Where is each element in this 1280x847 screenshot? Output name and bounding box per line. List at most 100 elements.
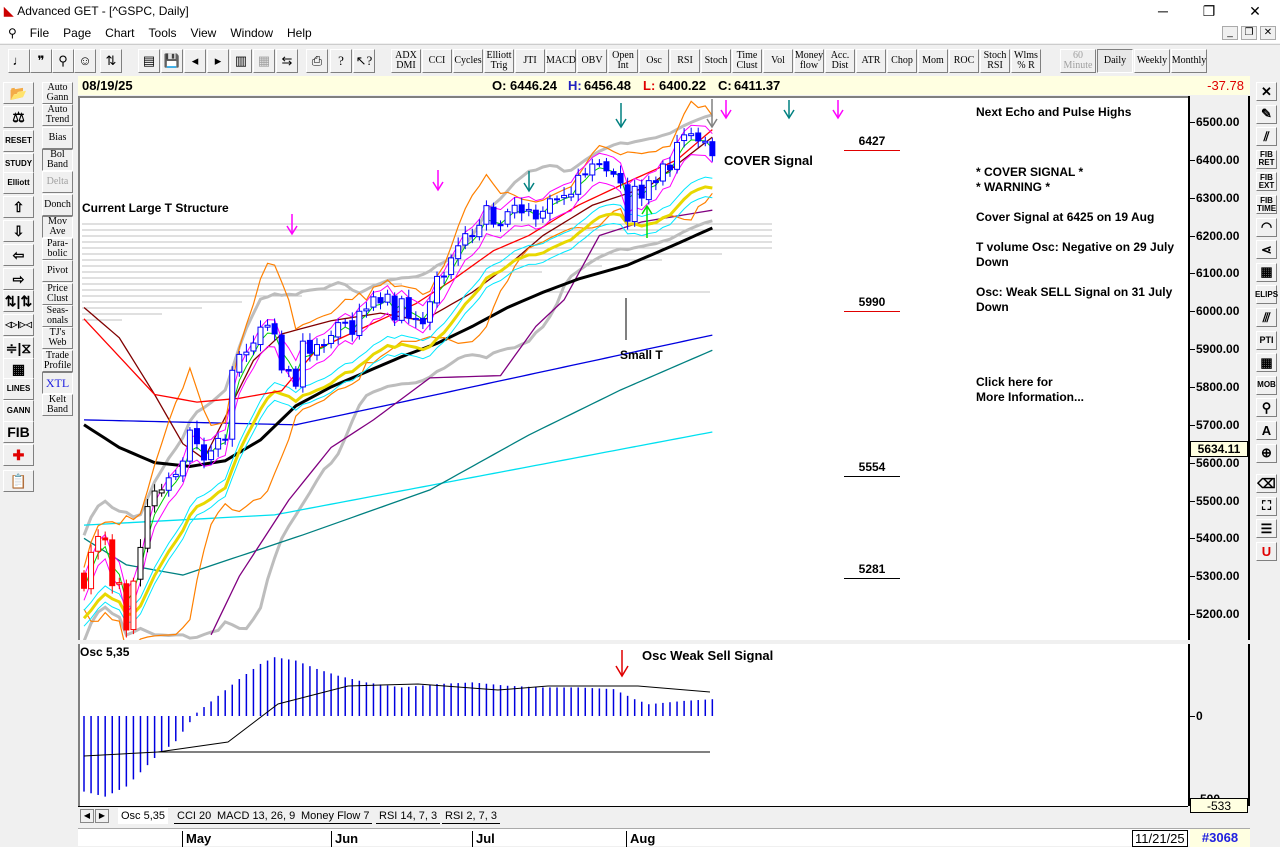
study-button-money-flow[interactable]: Money flow	[794, 49, 824, 73]
text-tool-icon[interactable]: A	[1256, 421, 1277, 440]
study-button-stoch[interactable]: Stoch	[701, 49, 731, 73]
study-button-mom[interactable]: Mom	[918, 49, 948, 73]
crosshair-icon[interactable]: ✚	[3, 444, 34, 466]
arrow-left-icon[interactable]: ⇦	[3, 244, 34, 266]
menu-chart[interactable]: Chart	[105, 25, 135, 40]
delta-button[interactable]: Delta	[42, 171, 73, 194]
menu-window[interactable]: Window	[230, 25, 274, 40]
scales-icon[interactable]: ⚖	[3, 106, 34, 128]
auto-trend-button[interactable]: Auto Trend	[42, 104, 73, 127]
blue-grid-icon[interactable]: ▦	[1256, 353, 1277, 373]
ellipse-icon[interactable]: ELIPS	[1255, 285, 1278, 305]
reset-icon[interactable]: RESET	[3, 130, 34, 152]
study-button-obv[interactable]: OBV	[577, 49, 607, 73]
tab-rsi-14[interactable]: RSI 14, 7, 3	[376, 808, 441, 824]
restore-button[interactable]: ❐	[1202, 3, 1216, 19]
document-arrows-button[interactable]: ⇆	[276, 49, 298, 73]
menu-view[interactable]: View	[190, 25, 217, 40]
auto-gann-button[interactable]: Auto Gann	[42, 82, 73, 104]
context-help-button[interactable]: ↖?	[353, 49, 375, 73]
fib-ret-icon[interactable]: FIB RET	[1256, 149, 1277, 169]
fan-icon[interactable]: ⋖	[1256, 240, 1277, 260]
study-button-atr[interactable]: ATR	[856, 49, 886, 73]
parallel-lines-icon[interactable]: ⫽	[1256, 127, 1277, 147]
new-page-button[interactable]: ▤	[138, 49, 160, 73]
timeframe-60-minute[interactable]: 60 Minute	[1060, 49, 1096, 73]
study-button-acc-dist[interactable]: Acc. Dist	[825, 49, 855, 73]
pti-icon[interactable]: PTI	[1256, 330, 1277, 350]
fib-ext-icon[interactable]: FIB EXT	[1256, 172, 1277, 192]
kelt-band-button[interactable]: Kelt Band	[42, 394, 73, 417]
fib-arc-icon[interactable]: ◠	[1256, 217, 1277, 237]
minimize-button[interactable]: ─	[1158, 3, 1168, 19]
study-icon[interactable]: STUDY	[3, 153, 34, 175]
study-button-roc[interactable]: ROC	[949, 49, 979, 73]
select-all-icon[interactable]: ⛶	[1256, 496, 1277, 516]
timeframe-weekly[interactable]: Weekly	[1134, 49, 1170, 73]
study-button-macd[interactable]: MACD	[546, 49, 576, 73]
gann-icon[interactable]: GANN	[3, 400, 34, 422]
study-button-cycles[interactable]: Cycles	[453, 49, 483, 73]
more-info-link-2[interactable]: More Information...	[976, 390, 1084, 404]
oscillator-panel[interactable]: Osc 5,35 Osc Weak Sell Signal	[78, 644, 1188, 806]
study-button-open-int[interactable]: Open Int	[608, 49, 638, 73]
tj-s-web-button[interactable]: TJ's Web	[42, 327, 73, 350]
expand-vertical-icon[interactable]: ≑|⧖	[3, 337, 34, 359]
price-axis[interactable]: 6500.00 6400.00 6300.00 6200.00 6100.00 6000.…	[1188, 96, 1250, 640]
study-button-osc[interactable]: Osc	[639, 49, 669, 73]
back-button[interactable]: ◂	[184, 49, 206, 73]
save-button[interactable]: 💾	[161, 49, 183, 73]
forward-button[interactable]: ▸	[207, 49, 229, 73]
fib-time-icon[interactable]: FIB TIME	[1256, 195, 1277, 214]
channel-icon[interactable]: ⫻	[1256, 308, 1277, 327]
price-chart[interactable]: Current Large T Structure Small T COVER …	[78, 96, 1188, 640]
tab-rsi-2[interactable]: RSI 2, 7, 3	[442, 808, 500, 824]
properties-icon[interactable]: ☰	[1256, 519, 1277, 539]
compress-icon[interactable]: ⇅|⇅	[3, 290, 34, 312]
study-button-time-clust[interactable]: Time Clust	[732, 49, 762, 73]
bias-button[interactable]: Bias	[42, 126, 73, 149]
study-button-cci[interactable]: CCI	[422, 49, 452, 73]
elliott-icon[interactable]: Elliott	[3, 172, 34, 194]
xtl-button[interactable]: XTL	[42, 371, 73, 394]
para-bolic-button[interactable]: Para- bolic	[42, 238, 73, 261]
study-button-stoch-rsi[interactable]: Stoch RSI	[980, 49, 1010, 73]
magnifier-button[interactable]: ⚲	[52, 49, 74, 73]
help-button[interactable]: ?	[330, 49, 352, 73]
tab-money-flow[interactable]: Money Flow 7	[298, 808, 373, 824]
lines-icon[interactable]: LINES	[3, 378, 34, 400]
menu-page[interactable]: Page	[63, 25, 92, 40]
close-button[interactable]: ✕	[1249, 3, 1261, 19]
grid-disabled-button[interactable]: ▦	[253, 49, 275, 73]
study-button-adx-dmi[interactable]: ADX DMI	[391, 49, 421, 73]
bol-band-button[interactable]: Bol Band	[42, 148, 73, 171]
study-button-jti[interactable]: JTI	[515, 49, 545, 73]
quote-button[interactable]: ❞	[30, 49, 52, 73]
more-info-link-1[interactable]: Click here for	[976, 375, 1053, 389]
seas-onals-button[interactable]: Seas- onals	[42, 305, 73, 327]
study-button-vol[interactable]: Vol	[763, 49, 793, 73]
menu-file[interactable]: File	[29, 25, 50, 40]
close-drawing-icon[interactable]: ✕	[1256, 82, 1277, 101]
eraser-icon[interactable]: ⌫	[1256, 474, 1277, 494]
mdi-close-button[interactable]: ✕	[1260, 26, 1276, 40]
mdi-minimize-button[interactable]: _	[1222, 26, 1238, 40]
printer-button[interactable]: ⎙	[306, 49, 328, 73]
study-button-wlms-r[interactable]: Wlms % R	[1011, 49, 1041, 73]
search-one-icon[interactable]: ⚲	[1256, 398, 1277, 418]
report-icon[interactable]: 📋	[3, 470, 34, 492]
tab-osc[interactable]: Osc 5,35	[118, 808, 169, 824]
trade-profile-button[interactable]: Trade Profile	[42, 349, 73, 372]
tab-scroll-right[interactable]: ▶	[95, 809, 109, 823]
study-button-rsi[interactable]: RSI	[670, 49, 700, 73]
timeframe-daily[interactable]: Daily	[1097, 49, 1133, 73]
tab-cci[interactable]: CCI 20	[174, 808, 215, 824]
zoom-icon[interactable]: ⊕	[1256, 443, 1277, 463]
document-button[interactable]: ▥	[230, 49, 252, 73]
arrow-right-icon[interactable]: ⇨	[3, 268, 34, 290]
expand-horizontal-icon[interactable]: ◁▷|▷◁	[3, 314, 34, 336]
fib-icon[interactable]: FIB	[3, 421, 34, 443]
grid-icon[interactable]: ▦	[1256, 262, 1277, 282]
menu-help[interactable]: Help	[287, 25, 312, 40]
study-button-elliott-trig[interactable]: Elliott Trig	[484, 49, 514, 73]
